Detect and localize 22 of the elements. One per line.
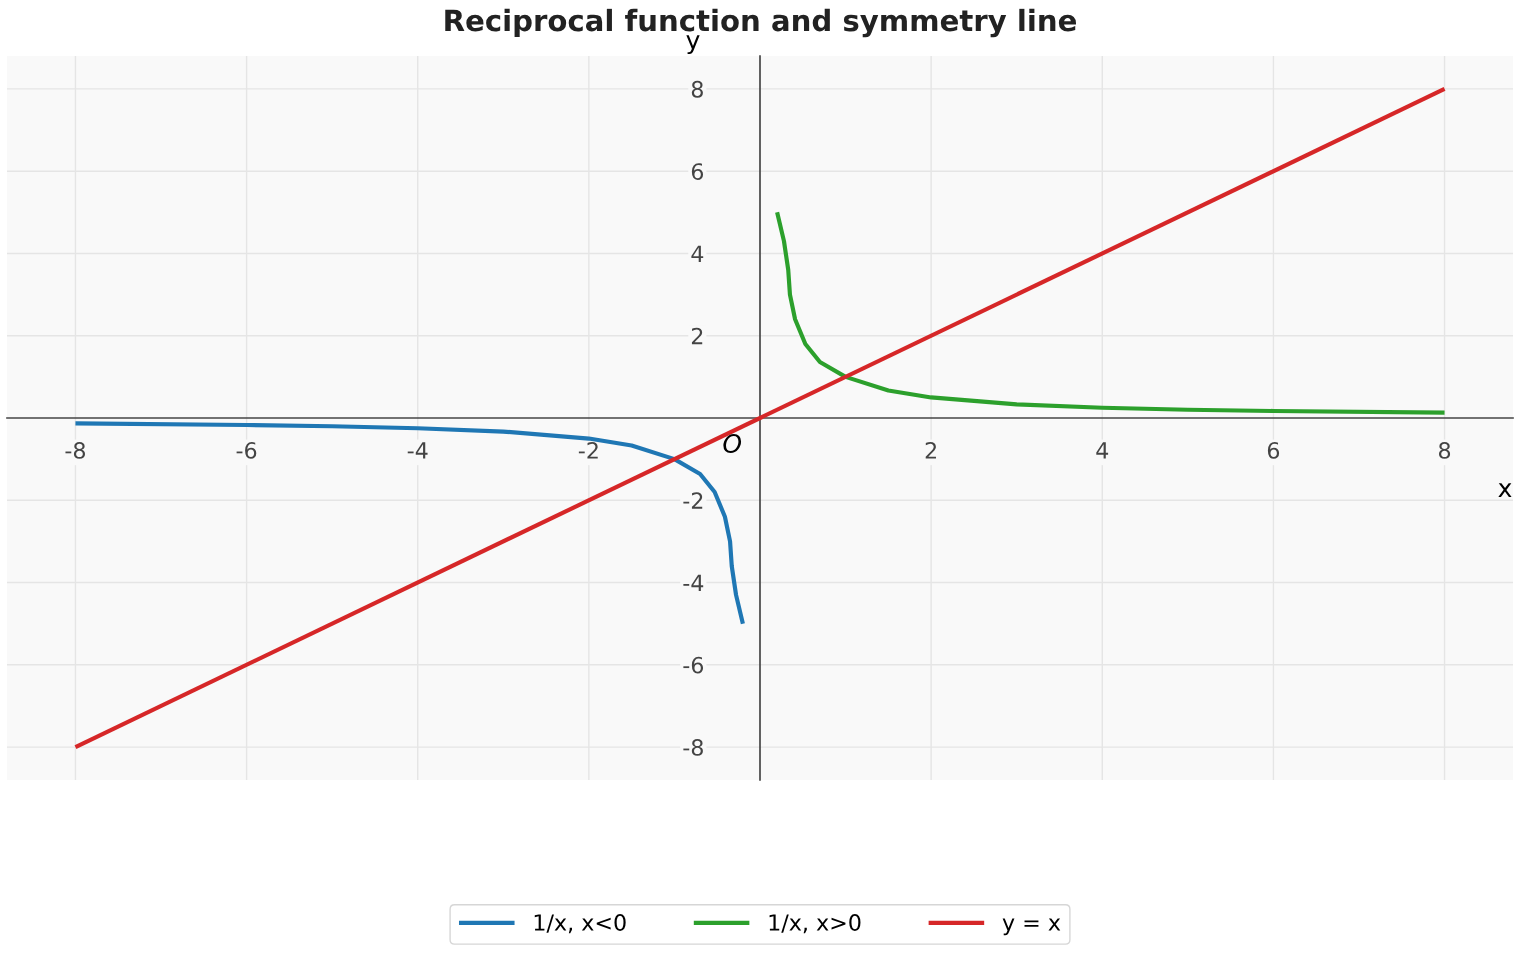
line-series — [775, 210, 1447, 415]
x-tick-label: -8 — [65, 442, 86, 459]
y-tick-label: -2 — [683, 492, 703, 509]
y-tick-label: 8 — [691, 80, 703, 98]
x-tick-label: -2 — [578, 442, 598, 459]
x-tick-label: 4 — [1096, 442, 1109, 459]
legend-label: 1/x, x>0 — [769, 914, 861, 934]
annotation: O — [723, 434, 742, 454]
x-tick-label: 2 — [925, 442, 936, 459]
x-tick-label: 6 — [1267, 442, 1280, 459]
y-tick-label: -8 — [683, 739, 703, 756]
y-tick-label: -4 — [683, 574, 704, 591]
y-tick-label: -6 — [683, 656, 704, 674]
y-tick-label: 4 — [691, 245, 704, 262]
x-axis-title: x — [1498, 483, 1512, 497]
y-tick-label: 2 — [691, 327, 703, 345]
x-tick-label: -4 — [407, 442, 428, 459]
x-tick-label: -6 — [236, 442, 257, 459]
y-tick-label: 6 — [691, 163, 704, 180]
legend-label: 1/x, x<0 — [534, 914, 626, 934]
legend-label: y = x — [1002, 918, 1061, 936]
x-tick-label: 8 — [1438, 442, 1451, 459]
